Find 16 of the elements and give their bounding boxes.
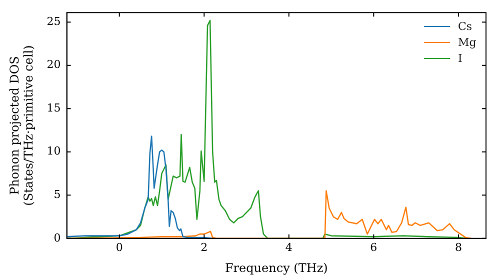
x-tick-label: 8 (454, 240, 462, 254)
x-tick-label: 0 (116, 240, 123, 254)
y-tick-label: 5 (54, 188, 61, 202)
y-tick-label: 20 (46, 58, 61, 72)
x-tick-label: 4 (285, 240, 292, 254)
legend-label: Mg (458, 36, 476, 50)
y-tick-label: 25 (46, 14, 61, 28)
y-tick-label: 10 (46, 144, 61, 158)
y-tick-label: 0 (54, 231, 61, 244)
y-tick-label: 15 (46, 101, 61, 114)
legend-label: Cs (458, 20, 472, 34)
legend-label: I (458, 52, 462, 66)
x-tick-label: 6 (370, 240, 378, 254)
y-axis-title: Phonon projected DOS (States/THz·primitive cell) (7, 45, 36, 206)
x-tick-label: 2 (200, 240, 208, 254)
x-axis-title: Frequency (THz) (224, 260, 328, 275)
